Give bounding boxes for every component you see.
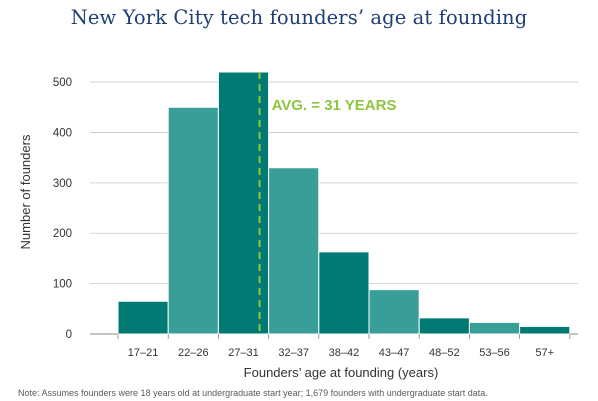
bar-3: [217, 71, 270, 335]
bar-1: [117, 300, 169, 335]
annotations: AVG. = 31 YEARS: [258, 72, 397, 334]
bar-4: [268, 167, 320, 335]
y-tick-label: 300: [53, 178, 72, 190]
x-tick-label: 53–56: [479, 347, 510, 359]
bar-8: [468, 321, 521, 335]
chart-note: Note: Assumes founders were 18 years old…: [18, 388, 488, 398]
bar-5: [318, 251, 370, 335]
x-tick-label: 22–26: [178, 347, 209, 359]
bar-2: [167, 106, 219, 335]
x-tick-label: 32–37: [278, 347, 309, 359]
y-tick-label: 100: [53, 279, 72, 291]
x-tick-label: 57+: [535, 347, 554, 359]
y-tick-label: 400: [53, 127, 72, 139]
axis-ticks: 0 100 200 300 400 500 17–21 22–26 27–31 32–37 38–4…: [53, 77, 571, 359]
y-tick-label: 500: [53, 77, 72, 89]
chart-title: New York City tech founders’ age at foun…: [70, 6, 528, 29]
x-tick-label: 27–31: [228, 347, 259, 359]
y-tick-label: 0: [66, 329, 72, 341]
bar-7: [418, 317, 470, 335]
bars: [117, 71, 571, 335]
x-tick-label: 38–42: [329, 347, 360, 359]
y-tick-label: 200: [53, 228, 72, 240]
y-axis-label: Number of founders: [18, 134, 33, 249]
x-axis-label: Founders’ age at founding (years): [244, 365, 439, 380]
bar-6: [368, 289, 420, 335]
average-label: AVG. = 31 YEARS: [272, 97, 397, 114]
x-tick-label: 43–47: [379, 347, 410, 359]
x-tick-label: 17–21: [128, 347, 159, 359]
x-tick-label: 48–52: [429, 347, 460, 359]
bar-9: [519, 325, 571, 335]
